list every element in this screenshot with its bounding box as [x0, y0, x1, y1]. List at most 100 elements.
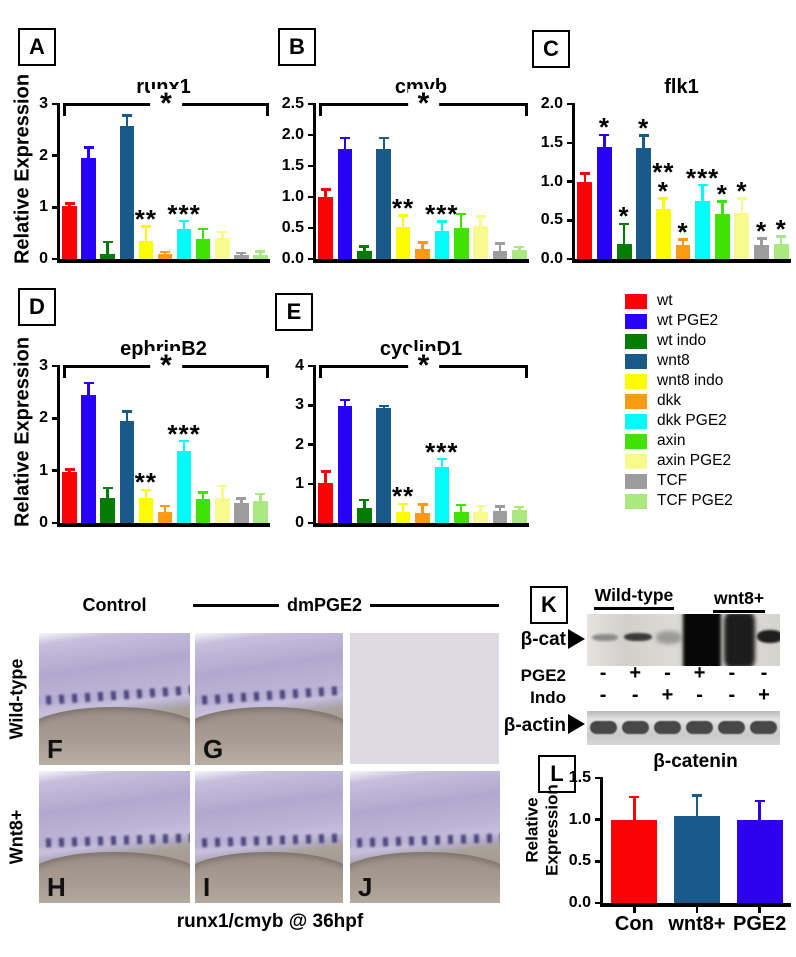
legend-item: wt [625, 291, 733, 311]
bar-dkk [415, 513, 430, 523]
error-bar [343, 138, 347, 149]
lane-sign: - [728, 662, 736, 684]
column-header-dmpge2: dmPGE2 [193, 595, 499, 616]
error-bar-cap [340, 398, 351, 402]
y-tick-label: 2 [39, 409, 48, 427]
chart-beta-catenin: Relative Expression β-catenin 0.0 0.5 1.0 1… [518, 752, 791, 935]
error-bar [201, 492, 205, 499]
error-bar-cap [475, 504, 486, 508]
bar-TCF PGE2 [511, 250, 527, 259]
y-tick [52, 417, 60, 420]
error-bar [182, 441, 186, 451]
y-tick [308, 195, 316, 199]
lane-sign: + [629, 662, 642, 684]
row-label-wild-type: Wild-type [6, 658, 27, 740]
header-line-left [193, 603, 279, 608]
significance-stars: * [775, 213, 787, 244]
legend-label: wnt8 [657, 352, 690, 369]
error-bar-cap [398, 214, 409, 217]
error-bar-cap [692, 794, 702, 797]
y-tick-label: 1 [39, 198, 48, 216]
bar-axin PGE2 [473, 226, 488, 259]
error-bar-cap [179, 219, 190, 223]
panel-label-B: B [278, 28, 316, 66]
bar-wt [577, 181, 593, 259]
arrowhead-icon [568, 714, 585, 734]
error-bar-cap [236, 251, 247, 255]
y-tick-label: 1.0 [540, 172, 563, 190]
y-tick-label: 1 [295, 474, 304, 492]
significance-stars: * [755, 216, 768, 247]
y-tick [52, 102, 60, 106]
error-bar [583, 173, 587, 182]
legend-item: axin PGE2 [625, 451, 733, 471]
error-bar-cap [599, 133, 610, 136]
indo-row-label: Indo [530, 688, 566, 707]
significance-stars: * [618, 201, 630, 232]
plot-area-beta-catenin: 0.0 0.5 1.0 1.5 Con wnt8+ PGE2 [569, 769, 791, 935]
significance-stars: ** * [652, 157, 675, 206]
chart-cyclinD1: cyclinD1 0 1 2 3 4 ** *** * [279, 336, 529, 531]
microscopy-image-I: I [195, 771, 343, 903]
legend-label: dkk [657, 392, 682, 409]
error-bar [343, 400, 347, 407]
error-bar-cap [160, 504, 170, 508]
image-letter-J: J [358, 872, 373, 902]
error-bar [382, 138, 386, 150]
error-bar-cap [140, 488, 151, 492]
blot-band [724, 614, 755, 666]
lane-sign: - [631, 684, 639, 706]
y-tick-label: 1.5 [540, 133, 563, 151]
bar-wt PGE2 [81, 158, 96, 259]
error-bar [401, 504, 405, 513]
y-tick-label: 3 [39, 357, 48, 374]
bar-wt [318, 197, 334, 259]
y-tick-label: 3 [39, 95, 48, 112]
x-tick-label: wnt8+ [668, 913, 726, 935]
legend-item: wnt8 indo [625, 371, 733, 391]
blot-band [624, 633, 652, 641]
error-bar [221, 486, 224, 498]
error-bar [440, 221, 444, 232]
bar-dkk PGE2 [695, 200, 711, 259]
y-tick [567, 102, 575, 106]
figure-caption: runx1/cmyb @ 36hpf [176, 911, 364, 932]
bar-TCF [492, 511, 508, 523]
error-bar-cap [619, 222, 630, 226]
error-bar [324, 189, 327, 197]
plot-area-runx1: 0 1 2 3 ** *** * [39, 89, 270, 267]
blot-band [718, 721, 745, 734]
bar-wt [62, 206, 77, 259]
y-tick [52, 364, 60, 368]
lane-sign: - [599, 684, 607, 706]
row-label-wnt8: Wnt8+ [6, 809, 27, 865]
error-bar-cap [697, 183, 708, 187]
y-tick [567, 141, 575, 144]
plot-area-ephrinB2: 0 1 2 3 ** *** * [39, 351, 270, 531]
bar-Con [611, 819, 658, 903]
y-tick-label: 1.5 [568, 769, 591, 786]
error-bar-cap [160, 250, 170, 254]
y-tick [567, 257, 575, 261]
bar-wt PGE2 [337, 148, 353, 259]
error-bar [479, 216, 482, 227]
bar-axin PGE2 [215, 238, 230, 259]
y-tick-label: 0.5 [568, 852, 591, 870]
panel-label-E: E [275, 293, 313, 331]
error-bar-cap [64, 202, 75, 205]
error-bar-cap [678, 238, 688, 241]
chart-title: flk1 [664, 76, 699, 98]
beta-cat-label: β-cat [520, 629, 566, 650]
bar-axin [453, 512, 469, 523]
lane-sign: - [599, 662, 607, 684]
error-bar [240, 498, 243, 504]
error-bar [363, 246, 366, 251]
error-bar-cap [378, 136, 389, 140]
legend-label: axin PGE2 [657, 452, 732, 469]
blot-band [592, 634, 618, 641]
error-bar [760, 238, 763, 246]
legend-swatch [625, 333, 647, 349]
error-bar-cap [359, 245, 370, 248]
error-bar-cap [776, 235, 787, 238]
error-bar [498, 506, 502, 512]
